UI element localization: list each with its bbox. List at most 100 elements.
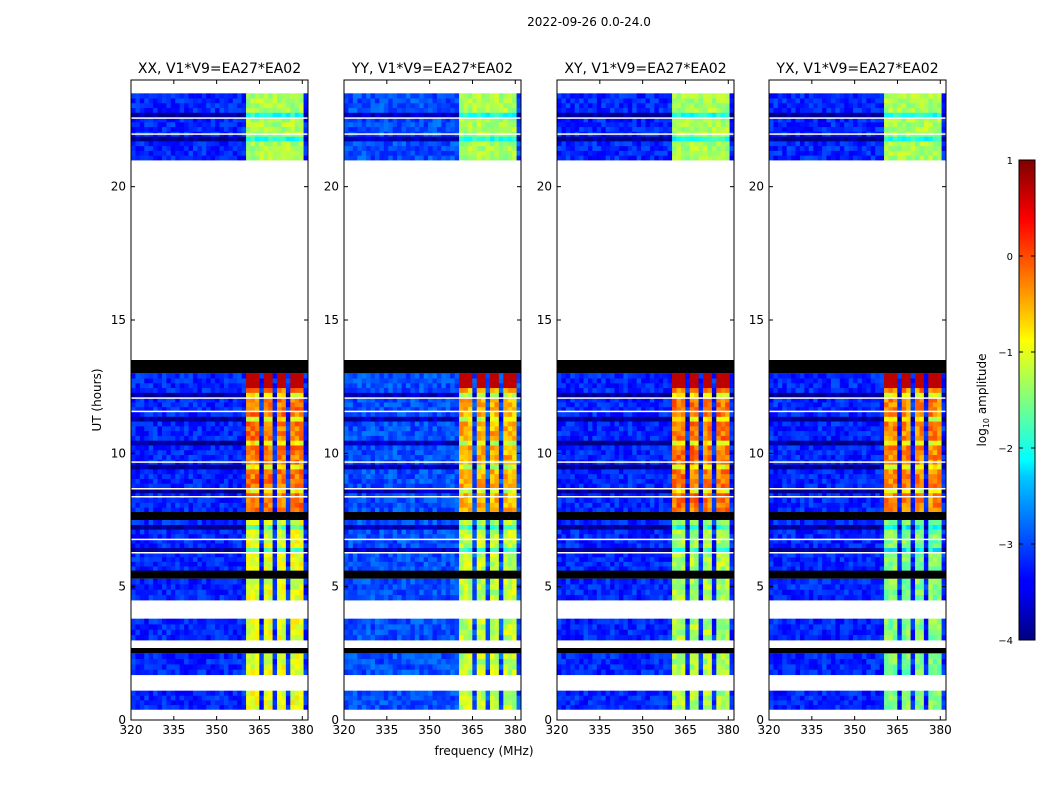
heatmap-cell: [374, 629, 380, 636]
heatmap-cell: [370, 618, 376, 625]
heatmap-cell: [428, 578, 433, 585]
heatmap-cell: [303, 618, 309, 625]
heatmap-cell: [303, 556, 309, 562]
heatmap-cell: [228, 483, 234, 489]
heatmap-cell: [512, 430, 517, 436]
heatmap-cell: [263, 594, 269, 601]
heatmap-cell: [401, 524, 407, 530]
heatmap-cell: [153, 411, 158, 417]
heatmap-cell: [361, 669, 367, 676]
heatmap-cell: [366, 382, 371, 389]
heatmap-cell: [290, 464, 296, 470]
heatmap-cell: [166, 98, 172, 104]
heatmap-cell: [379, 533, 385, 539]
heatmap-cell: [161, 387, 167, 393]
heatmap-cell: [175, 507, 181, 513]
heatmap-cell: [388, 492, 394, 499]
heatmap-cell: [277, 704, 282, 710]
heatmap-cell: [374, 552, 380, 558]
heatmap-cell: [188, 411, 194, 417]
heatmap-cell: [450, 524, 456, 530]
heatmap-cell: [490, 634, 495, 641]
heatmap-cell: [285, 449, 291, 456]
heatmap-cell: [498, 421, 504, 427]
heatmap-cell: [357, 411, 363, 417]
heatmap-cell: [503, 561, 509, 567]
heatmap-cell: [201, 584, 207, 590]
heatmap-cell: [153, 552, 158, 558]
heatmap-cell: [450, 421, 456, 427]
heatmap-cell: [197, 411, 203, 417]
heatmap-cell: [294, 411, 300, 417]
heatmap-cell: [299, 533, 304, 539]
heatmap-cell: [263, 566, 269, 572]
heatmap-cell: [476, 425, 482, 432]
heatmap-cell: [232, 538, 238, 544]
heatmap-cell: [184, 421, 189, 427]
heatmap-cell: [219, 440, 225, 446]
heatmap-cell: [290, 378, 296, 384]
heatmap-cell: [219, 589, 225, 596]
heatmap-cell: [184, 704, 189, 710]
heatmap-cell: [494, 700, 500, 706]
heatmap-cell: [419, 584, 425, 590]
heatmap-cell: [139, 406, 145, 412]
heatmap-cell: [383, 704, 389, 710]
heatmap-cell: [472, 468, 478, 475]
heatmap-cell: [414, 566, 420, 572]
heatmap-cell: [485, 658, 491, 665]
heatmap-cell: [268, 533, 274, 539]
heatmap-cell: [388, 664, 394, 670]
heatmap-cell: [494, 594, 500, 601]
heatmap-cell: [410, 594, 416, 601]
heatmap-cell: [188, 397, 194, 403]
heatmap-cell: [472, 529, 478, 535]
heatmap-cell: [463, 584, 469, 590]
heatmap-cell: [263, 425, 269, 432]
heatmap-cell: [197, 126, 203, 132]
heatmap-cell: [254, 107, 260, 113]
heatmap-cell: [445, 538, 451, 544]
heatmap-cell: [423, 402, 429, 408]
heatmap-cell: [161, 425, 167, 432]
heatmap-cell: [436, 473, 442, 479]
heatmap-cell: [232, 411, 238, 417]
heatmap-cell: [507, 421, 513, 427]
heatmap-cell: [476, 618, 482, 625]
heatmap-cell: [241, 402, 247, 408]
heatmap-cell: [397, 664, 402, 670]
heatmap-cell: [366, 425, 371, 432]
heatmap-cell: [467, 700, 473, 706]
heatmap-cell: [405, 454, 411, 460]
heatmap-cell: [512, 421, 517, 427]
heatmap-cell: [344, 629, 349, 636]
heatmap-cell: [215, 102, 220, 109]
heatmap-cell: [215, 594, 220, 601]
heatmap-cell: [157, 449, 163, 456]
heatmap-cell: [467, 578, 473, 585]
heatmap-cell: [277, 695, 282, 701]
heatmap-cell: [498, 658, 504, 665]
heatmap-cell: [153, 547, 158, 553]
heatmap-cell: [454, 483, 460, 489]
heatmap-cell: [303, 624, 309, 630]
heatmap-cell: [392, 483, 398, 489]
heatmap-cell: [503, 397, 509, 403]
heatmap-cell: [192, 454, 198, 460]
heatmap-cell: [388, 561, 394, 567]
heatmap-cell: [481, 397, 487, 403]
heatmap-cell: [428, 416, 433, 422]
heatmap-cell: [192, 382, 198, 389]
heatmap-cell: [250, 543, 256, 549]
heatmap-cell: [232, 136, 238, 142]
heatmap-cell: [157, 529, 163, 535]
heatmap-cell: [414, 653, 420, 660]
heatmap-cell: [228, 430, 234, 436]
heatmap-cell: [423, 695, 429, 701]
heatmap-cell: [184, 464, 189, 470]
heatmap-cell: [281, 98, 287, 104]
heatmap-cell: [263, 690, 269, 696]
heatmap-cell: [281, 435, 287, 441]
heatmap-cell: [237, 440, 243, 446]
heatmap-cell: [294, 566, 300, 572]
